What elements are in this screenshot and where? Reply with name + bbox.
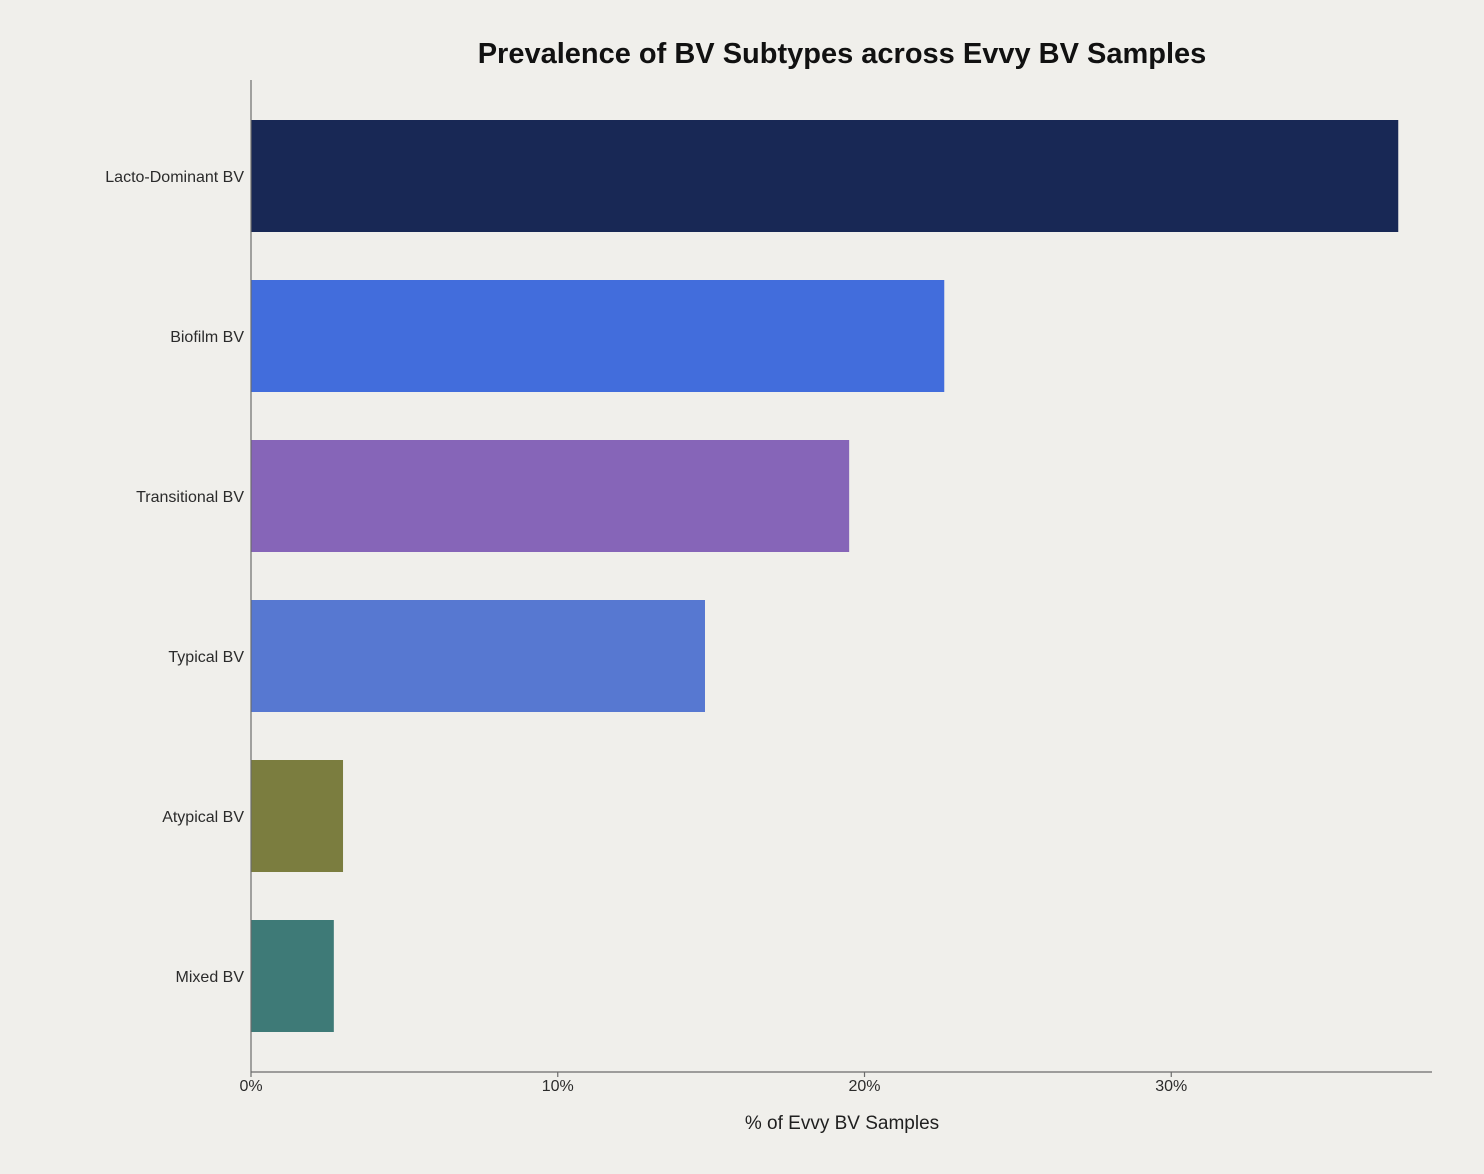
x-tick-label: 30% xyxy=(1155,1078,1187,1095)
category-label-lacto-dominant-bv: Lacto-Dominant BV xyxy=(105,169,244,186)
category-label-biofilm-bv: Biofilm BV xyxy=(170,329,244,346)
bars-group xyxy=(251,120,1399,1032)
x-axis-title: % of Evvy BV Samples xyxy=(745,1113,939,1134)
bar-biofilm-bv xyxy=(251,280,945,392)
x-tick-label: 10% xyxy=(542,1078,574,1095)
x-ticks-group: 0% 10% 20% 30% xyxy=(239,1072,1187,1095)
category-label-atypical-bv: Atypical BV xyxy=(162,809,244,826)
bar-atypical-bv xyxy=(251,760,344,872)
bar-mixed-bv xyxy=(251,920,334,1032)
x-tick-label: 0% xyxy=(239,1078,262,1095)
category-label-transitional-bv: Transitional BV xyxy=(136,489,244,506)
category-label-mixed-bv: Mixed BV xyxy=(176,969,245,986)
category-label-typical-bv: Typical BV xyxy=(168,649,244,666)
bar-typical-bv xyxy=(251,600,705,712)
bar-lacto-dominant-bv xyxy=(251,120,1399,232)
chart-title: Prevalence of BV Subtypes across Evvy BV… xyxy=(478,38,1207,70)
x-tick-label: 20% xyxy=(848,1078,880,1095)
bar-transitional-bv xyxy=(251,440,850,552)
category-labels-group: Lacto-Dominant BV Biofilm BV Transitional … xyxy=(105,169,244,986)
